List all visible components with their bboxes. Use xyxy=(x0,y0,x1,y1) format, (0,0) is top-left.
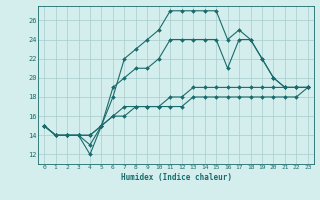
X-axis label: Humidex (Indice chaleur): Humidex (Indice chaleur) xyxy=(121,173,231,182)
